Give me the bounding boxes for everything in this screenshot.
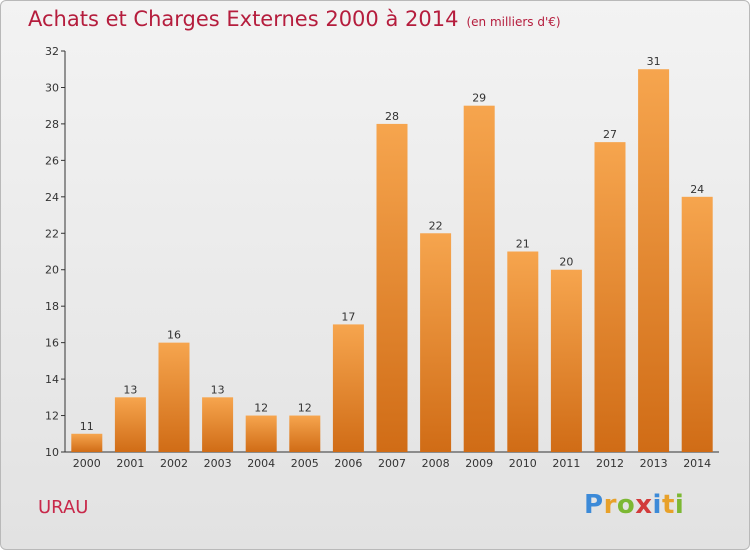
bar-value-label: 28: [385, 110, 399, 123]
bar-value-label: 12: [298, 402, 312, 415]
x-tick-label: 2005: [291, 457, 319, 470]
logo-letter: P: [584, 490, 604, 520]
commune-name: URAU: [38, 497, 89, 518]
bar-value-label: 16: [167, 329, 181, 342]
bar: [638, 69, 670, 453]
bar-value-label: 13: [123, 383, 137, 396]
bar-value-label: 12: [254, 402, 268, 415]
x-tick-label: 2000: [73, 457, 101, 470]
x-tick-label: 2014: [683, 457, 711, 470]
bar: [507, 251, 539, 452]
x-tick-label: 2010: [509, 457, 537, 470]
logo-letter: x: [635, 490, 653, 520]
x-tick-label: 2006: [334, 457, 362, 470]
x-tick-label: 2009: [465, 457, 493, 470]
y-tick-label: 22: [45, 227, 59, 240]
x-tick-label: 2001: [116, 457, 144, 470]
y-tick-label: 14: [45, 373, 59, 386]
bar-value-label: 29: [472, 92, 486, 105]
y-tick-label: 30: [45, 81, 59, 94]
y-tick-label: 20: [45, 264, 59, 277]
bar: [202, 397, 234, 452]
bar: [463, 105, 495, 452]
x-tick-label: 2012: [596, 457, 624, 470]
logo-letter: i: [652, 490, 662, 520]
chart-title-block: Achats et Charges Externes 2000 à 2014 (e…: [28, 7, 561, 31]
bar-value-label: 21: [516, 238, 530, 251]
y-tick-label: 16: [45, 337, 59, 350]
bar: [550, 269, 582, 452]
x-tick-label: 2007: [378, 457, 406, 470]
y-tick-label: 10: [45, 446, 59, 459]
x-tick-label: 2003: [204, 457, 232, 470]
y-tick-label: 12: [45, 410, 59, 423]
x-tick-label: 2011: [552, 457, 580, 470]
x-tick-label: 2004: [247, 457, 275, 470]
logo-letter: o: [616, 490, 636, 520]
y-tick-label: 18: [45, 300, 59, 313]
bar-value-label: 20: [559, 256, 573, 269]
bar: [420, 233, 452, 452]
bar: [245, 415, 277, 452]
bar: [376, 123, 408, 452]
x-tick-label: 2008: [422, 457, 450, 470]
bar-value-label: 17: [341, 310, 355, 323]
bar-value-label: 24: [690, 183, 704, 196]
x-tick-label: 2013: [640, 457, 668, 470]
bar: [71, 433, 103, 452]
logo-letter: t: [661, 490, 675, 520]
proxiti-logo: Proxiti: [584, 490, 684, 520]
logo-letter: r: [603, 490, 617, 520]
bar-value-label: 11: [80, 420, 94, 433]
bar: [594, 142, 626, 453]
bar: [158, 342, 190, 452]
y-tick-label: 26: [45, 154, 59, 167]
x-tick-label: 2002: [160, 457, 188, 470]
chart-unit-note: (en milliers d'€): [466, 15, 561, 29]
bar: [114, 397, 146, 452]
bar: [289, 415, 321, 452]
bar-value-label: 22: [429, 219, 443, 232]
y-tick-label: 28: [45, 118, 59, 131]
chart-title: Achats et Charges Externes 2000 à 2014: [28, 7, 459, 31]
bar-value-label: 27: [603, 128, 617, 141]
y-tick-label: 24: [45, 191, 59, 204]
y-tick-label: 32: [45, 45, 59, 58]
logo-letter: i: [674, 490, 685, 520]
bar: [332, 324, 364, 452]
bar: [681, 196, 713, 452]
bar-value-label: 13: [211, 383, 225, 396]
bar-value-label: 31: [647, 55, 661, 68]
